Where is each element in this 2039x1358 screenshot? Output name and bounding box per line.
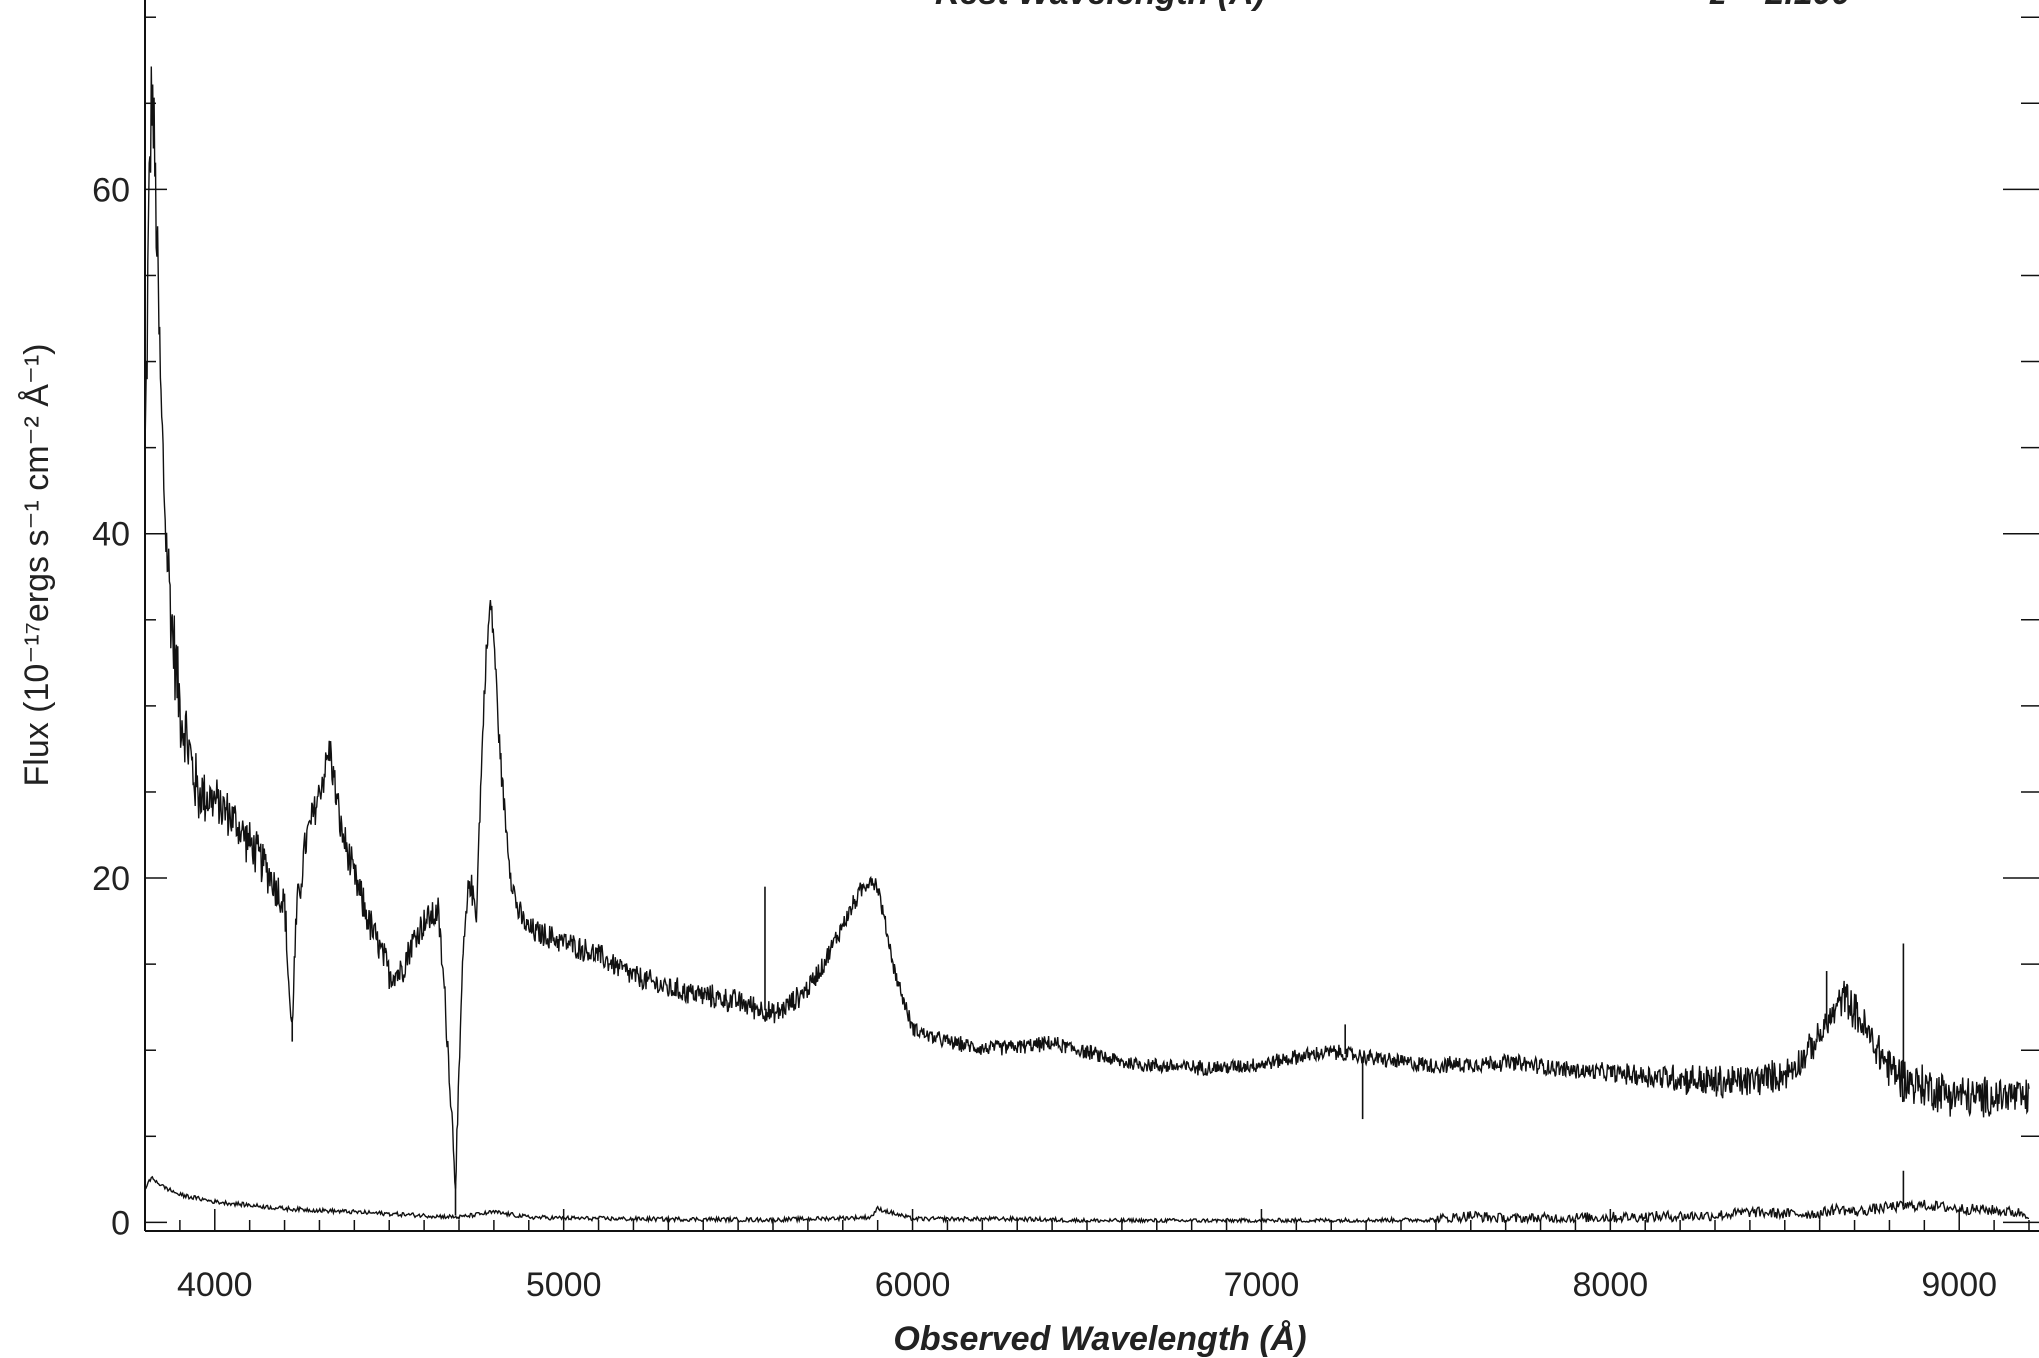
x-ticks	[144, 1209, 2030, 1231]
series-layer	[144, 66, 2030, 1225]
error-spectrum-line	[144, 1175, 2030, 1225]
y-tick-labels: 0 20 40 60	[92, 171, 130, 1242]
x-tick-label: 8000	[1573, 1266, 1649, 1304]
y-tick-label: 60	[92, 171, 130, 209]
y-axis-title: Flux (10⁻¹⁷ergs s⁻¹ cm⁻² Å⁻¹)	[18, 344, 56, 787]
right-axis-ticks	[2003, 16, 2039, 1224]
y-tick-label: 0	[111, 1204, 130, 1242]
x-tick-label: 7000	[1224, 1266, 1300, 1304]
y-tick-label: 40	[92, 516, 130, 554]
x-tick-label: 5000	[526, 1266, 602, 1304]
plot-frame	[144, 0, 2039, 1232]
x-tick-label: 4000	[177, 1266, 253, 1304]
x-tick-label: 6000	[875, 1266, 951, 1304]
flux-spectrum-line	[144, 66, 2030, 1189]
x-axis-title: Observed Wavelength (Å)	[893, 1320, 1306, 1358]
top-axis-title: Rest Wavelength (Å)	[935, 0, 1265, 12]
redshift-label: z = 2.100	[1709, 0, 1851, 12]
y-ticks	[145, 16, 167, 1224]
x-tick-labels: 4000 5000 6000 7000 8000 9000	[177, 1266, 1997, 1304]
x-tick-label: 9000	[1921, 1266, 1997, 1304]
y-tick-label: 20	[92, 860, 130, 898]
